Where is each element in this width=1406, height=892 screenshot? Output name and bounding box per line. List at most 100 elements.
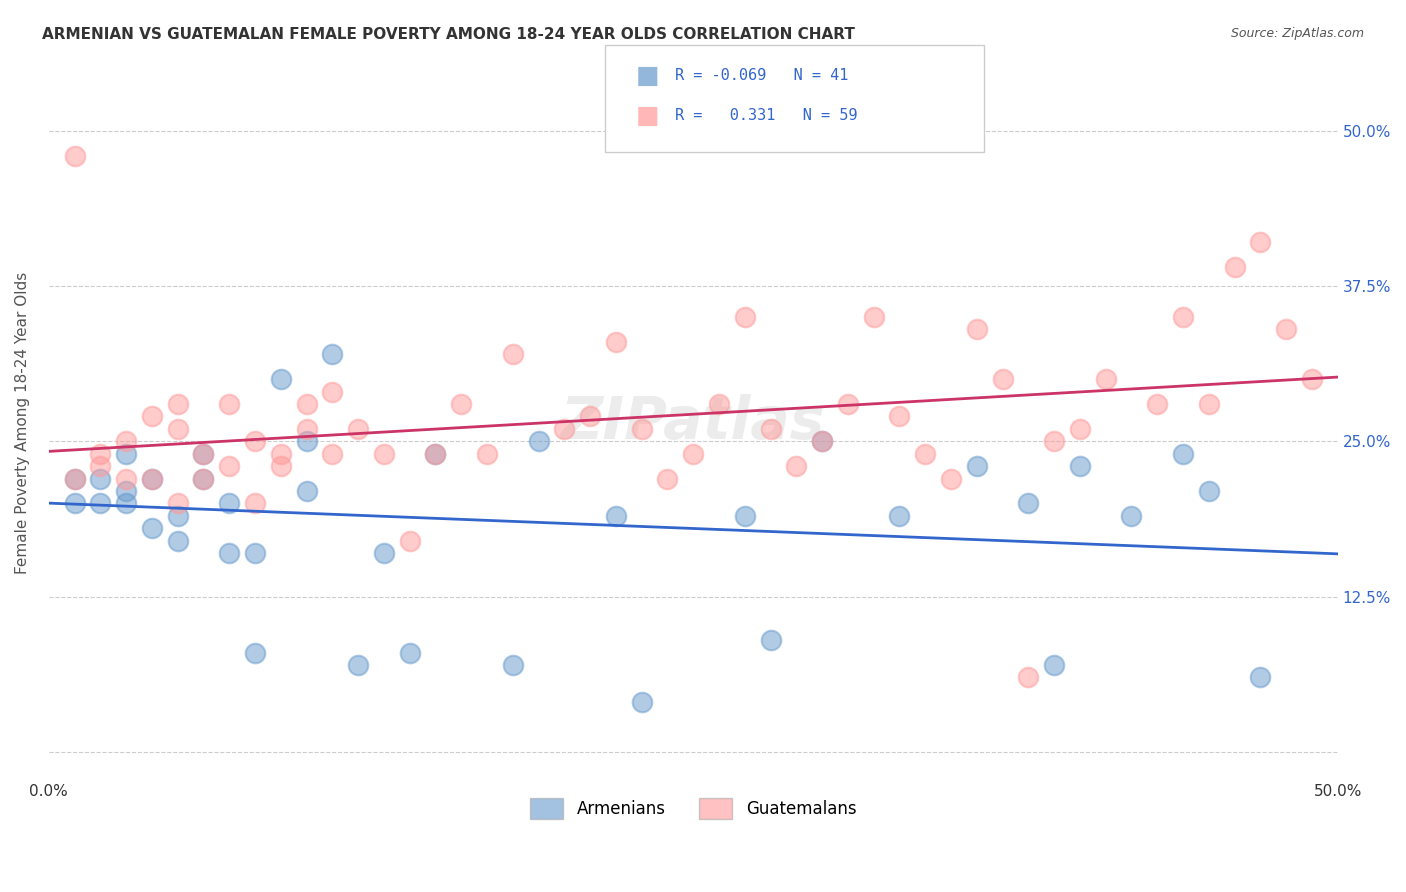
Point (270, 459, 292, 474)
Point (218, 459, 240, 474)
Text: ZIPatlas: ZIPatlas (561, 394, 825, 451)
Point (243, 434, 266, 449)
Text: R =   0.331   N = 59: R = 0.331 N = 59 (675, 109, 858, 123)
Point (89, 472, 111, 486)
Point (89, 496, 111, 510)
Legend: Armenians, Guatemalans: Armenians, Guatemalans (523, 791, 863, 825)
Point (398, 646, 420, 660)
Point (115, 483, 138, 498)
Point (243, 546, 266, 560)
Point (166, 533, 188, 548)
Point (243, 646, 266, 660)
Point (966, 322, 988, 336)
Point (425, 447, 447, 461)
Point (270, 372, 292, 386)
Point (141, 409, 163, 424)
Point (218, 397, 240, 411)
Point (321, 447, 343, 461)
Point (141, 472, 163, 486)
Point (115, 434, 138, 449)
Point (1043, 434, 1066, 449)
Point (1017, 670, 1039, 684)
Point (682, 447, 704, 461)
Point (63, 496, 86, 510)
Point (295, 434, 318, 449)
Point (1094, 372, 1116, 386)
Point (295, 397, 318, 411)
Point (502, 658, 524, 673)
Point (141, 472, 163, 486)
Text: ■: ■ (636, 104, 659, 128)
Point (811, 434, 834, 449)
Point (734, 508, 756, 523)
Point (347, 658, 370, 673)
Text: ARMENIAN VS GUATEMALAN FEMALE POVERTY AMONG 18-24 YEAR OLDS CORRELATION CHART: ARMENIAN VS GUATEMALAN FEMALE POVERTY AM… (42, 27, 855, 42)
Point (321, 384, 343, 399)
Point (193, 472, 215, 486)
Point (579, 409, 602, 424)
Point (166, 397, 188, 411)
Point (1146, 397, 1168, 411)
Point (811, 434, 834, 449)
Point (193, 472, 215, 486)
Point (1301, 372, 1323, 386)
Point (1069, 422, 1091, 436)
Point (630, 422, 652, 436)
Point (707, 397, 730, 411)
Point (991, 372, 1014, 386)
Point (939, 472, 962, 486)
Y-axis label: Female Poverty Among 18-24 Year Olds: Female Poverty Among 18-24 Year Olds (15, 271, 30, 574)
Point (166, 508, 188, 523)
Point (630, 695, 652, 709)
Point (1043, 658, 1066, 673)
Point (115, 447, 138, 461)
Point (373, 546, 395, 560)
Point (243, 496, 266, 510)
Point (63, 148, 86, 162)
Point (373, 447, 395, 461)
Point (270, 447, 292, 461)
Text: R = -0.069   N = 41: R = -0.069 N = 41 (675, 69, 848, 83)
Point (837, 397, 859, 411)
Point (166, 422, 188, 436)
Point (759, 633, 782, 648)
Point (475, 447, 498, 461)
Point (1121, 508, 1143, 523)
Point (734, 310, 756, 324)
Point (425, 447, 447, 461)
Point (1171, 310, 1194, 324)
Point (862, 310, 884, 324)
Point (295, 483, 318, 498)
Point (1249, 670, 1271, 684)
Point (657, 472, 679, 486)
Point (218, 496, 240, 510)
Point (1171, 447, 1194, 461)
Point (398, 533, 420, 548)
Point (1249, 235, 1271, 250)
Point (785, 459, 807, 474)
Point (889, 409, 911, 424)
Point (527, 434, 550, 449)
Point (966, 459, 988, 474)
Point (889, 508, 911, 523)
Point (759, 422, 782, 436)
Point (914, 447, 936, 461)
Point (605, 334, 627, 349)
Point (89, 447, 111, 461)
Point (321, 347, 343, 361)
Point (115, 472, 138, 486)
Point (89, 459, 111, 474)
Point (1017, 496, 1039, 510)
Point (1223, 260, 1246, 275)
Point (502, 347, 524, 361)
Point (193, 447, 215, 461)
Point (1198, 483, 1220, 498)
Point (193, 447, 215, 461)
Point (63, 472, 86, 486)
Text: Source: ZipAtlas.com: Source: ZipAtlas.com (1230, 27, 1364, 40)
Text: ■: ■ (636, 64, 659, 87)
Point (115, 496, 138, 510)
Point (553, 422, 575, 436)
Point (295, 422, 318, 436)
Point (347, 422, 370, 436)
